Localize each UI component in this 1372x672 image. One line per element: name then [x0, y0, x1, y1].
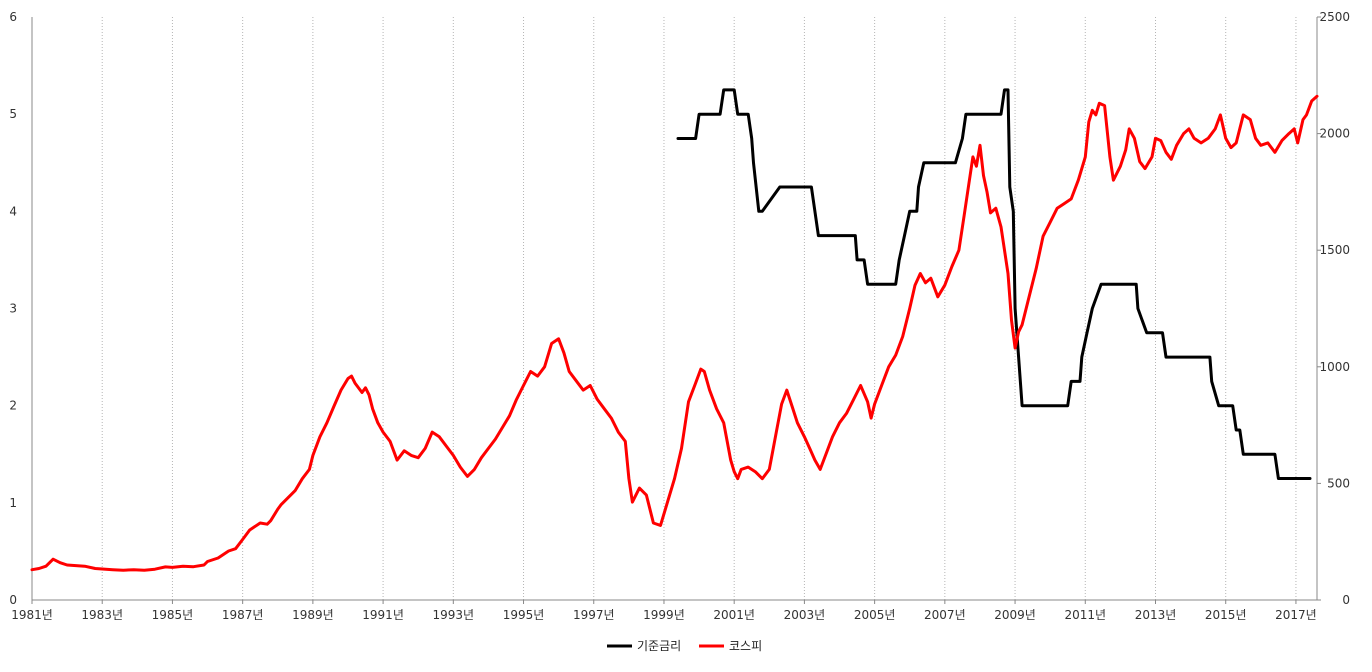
y-right-tick-label: 2500	[1319, 10, 1350, 24]
y-right-tick-label: 1000	[1319, 360, 1350, 374]
y-left-tick-label: 3	[9, 302, 17, 316]
y-right-tick-label: 500	[1327, 476, 1350, 490]
x-tick-label: 1981년	[11, 608, 53, 622]
series-lines	[30, 88, 1319, 572]
y-right-tick-label: 0	[1342, 593, 1350, 607]
x-tick-label: 2009년	[994, 608, 1036, 622]
x-tick-label: 1991년	[362, 608, 404, 622]
y-left-tick-label: 5	[9, 107, 17, 121]
x-tick-label: 2011년	[1064, 608, 1106, 622]
y-left-tick-label: 2	[9, 399, 17, 413]
x-tick-label: 2005년	[854, 608, 896, 622]
axes: 1981년 1983년 1985년 1987년 1989년 1991년 1993년 1995년…	[9, 10, 1350, 622]
x-tick-label: 1983년	[81, 608, 123, 622]
grid-lines	[101, 17, 1297, 600]
legend-label-kospi: 코스피	[729, 639, 762, 653]
x-tick-label: 1993년	[433, 608, 475, 622]
x-tick-label: 2007년	[924, 608, 966, 622]
x-tick-label: 2013년	[1135, 608, 1177, 622]
x-tick-label: 2017년	[1275, 608, 1317, 622]
y-right-tick-label: 2000	[1319, 127, 1350, 141]
x-tick-label: 1999년	[643, 608, 685, 622]
legend-label-base-rate: 기준금리	[637, 639, 681, 653]
x-tick-label: 1995년	[503, 608, 545, 622]
x-tick-label: 1997년	[573, 608, 615, 622]
y-left-tick-label: 6	[9, 10, 17, 24]
x-tick-label: 1989년	[292, 608, 334, 622]
y-right-tick-label: 1500	[1319, 243, 1350, 257]
legend: 기준금리 코스피	[607, 639, 762, 653]
y-left-tick-label: 0	[9, 593, 17, 607]
x-tick-label: 1985년	[152, 608, 194, 622]
y-left-tick-label: 1	[9, 496, 17, 510]
series-line-kospi	[30, 94, 1319, 572]
y-left-tick-label: 4	[9, 204, 17, 218]
x-tick-label: 2001년	[713, 608, 755, 622]
x-tick-label: 2003년	[784, 608, 826, 622]
series-line-base-rate	[676, 88, 1312, 480]
x-tick-label: 2015년	[1205, 608, 1247, 622]
x-tick-label: 1987년	[222, 608, 264, 622]
